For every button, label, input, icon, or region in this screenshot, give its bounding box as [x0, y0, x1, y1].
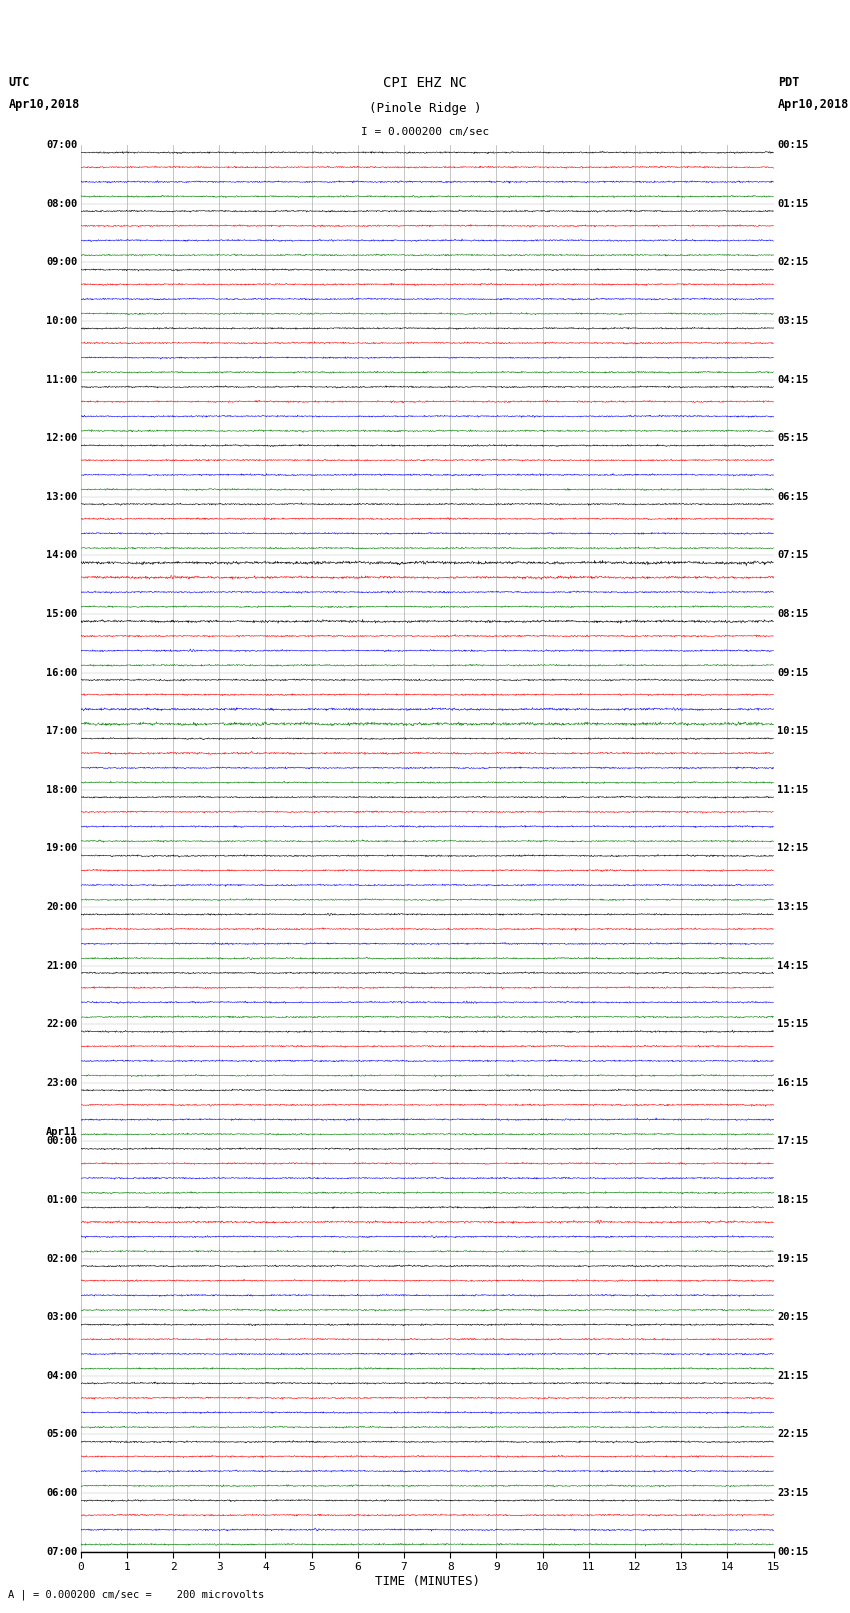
Text: 19:15: 19:15 — [777, 1253, 808, 1263]
Text: 01:00: 01:00 — [46, 1195, 77, 1205]
Text: 14:15: 14:15 — [777, 961, 808, 971]
Text: 04:00: 04:00 — [46, 1371, 77, 1381]
Text: 01:15: 01:15 — [777, 198, 808, 208]
Text: 04:15: 04:15 — [777, 374, 808, 384]
Text: 06:15: 06:15 — [777, 492, 808, 502]
Text: A | = 0.000200 cm/sec =    200 microvolts: A | = 0.000200 cm/sec = 200 microvolts — [8, 1589, 264, 1600]
Text: 00:00: 00:00 — [46, 1137, 77, 1147]
Text: UTC: UTC — [8, 76, 30, 89]
Text: 05:00: 05:00 — [46, 1429, 77, 1439]
Text: 00:15: 00:15 — [777, 140, 808, 150]
Text: 20:15: 20:15 — [777, 1313, 808, 1323]
Text: 16:00: 16:00 — [46, 668, 77, 677]
Text: I = 0.000200 cm/sec: I = 0.000200 cm/sec — [361, 127, 489, 137]
Text: 07:15: 07:15 — [777, 550, 808, 560]
Text: 17:00: 17:00 — [46, 726, 77, 736]
Text: 23:15: 23:15 — [777, 1489, 808, 1498]
Text: 12:15: 12:15 — [777, 844, 808, 853]
Text: 21:00: 21:00 — [46, 961, 77, 971]
Text: 09:15: 09:15 — [777, 668, 808, 677]
Text: 08:15: 08:15 — [777, 610, 808, 619]
Text: 13:00: 13:00 — [46, 492, 77, 502]
Text: (Pinole Ridge ): (Pinole Ridge ) — [369, 102, 481, 115]
Text: 08:00: 08:00 — [46, 198, 77, 208]
Text: 02:15: 02:15 — [777, 258, 808, 268]
Text: 11:00: 11:00 — [46, 374, 77, 384]
Text: 11:15: 11:15 — [777, 786, 808, 795]
Text: 02:00: 02:00 — [46, 1253, 77, 1263]
Text: 18:00: 18:00 — [46, 786, 77, 795]
Text: 13:15: 13:15 — [777, 902, 808, 911]
Text: PDT: PDT — [778, 76, 799, 89]
Text: 19:00: 19:00 — [46, 844, 77, 853]
Text: 07:00: 07:00 — [46, 140, 77, 150]
Text: 00:15: 00:15 — [777, 1547, 808, 1557]
Text: 22:00: 22:00 — [46, 1019, 77, 1029]
Text: 20:00: 20:00 — [46, 902, 77, 911]
Text: 10:00: 10:00 — [46, 316, 77, 326]
Text: 22:15: 22:15 — [777, 1429, 808, 1439]
Text: 15:15: 15:15 — [777, 1019, 808, 1029]
Text: 07:00: 07:00 — [46, 1547, 77, 1557]
Text: 03:15: 03:15 — [777, 316, 808, 326]
Text: Apr10,2018: Apr10,2018 — [8, 98, 80, 111]
Text: 09:00: 09:00 — [46, 258, 77, 268]
Text: 06:00: 06:00 — [46, 1489, 77, 1498]
Text: 05:15: 05:15 — [777, 434, 808, 444]
Text: 15:00: 15:00 — [46, 610, 77, 619]
Text: CPI EHZ NC: CPI EHZ NC — [383, 76, 467, 90]
Text: Apr11: Apr11 — [46, 1127, 77, 1137]
Text: 17:15: 17:15 — [777, 1137, 808, 1147]
Text: 12:00: 12:00 — [46, 434, 77, 444]
Text: 03:00: 03:00 — [46, 1313, 77, 1323]
Text: 23:00: 23:00 — [46, 1077, 77, 1087]
X-axis label: TIME (MINUTES): TIME (MINUTES) — [375, 1574, 479, 1587]
Text: 10:15: 10:15 — [777, 726, 808, 736]
Text: 16:15: 16:15 — [777, 1077, 808, 1087]
Text: 14:00: 14:00 — [46, 550, 77, 560]
Text: 21:15: 21:15 — [777, 1371, 808, 1381]
Text: 18:15: 18:15 — [777, 1195, 808, 1205]
Text: Apr10,2018: Apr10,2018 — [778, 98, 849, 111]
